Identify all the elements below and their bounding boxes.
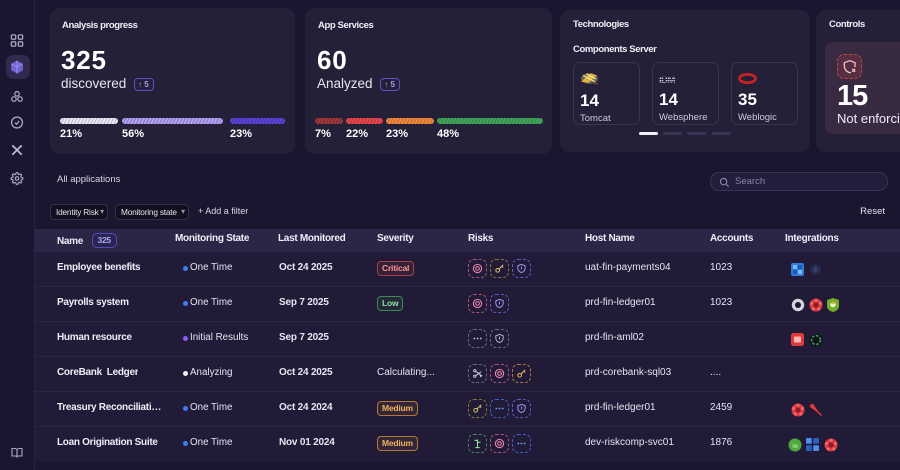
svg-text:IBM: IBM bbox=[659, 75, 676, 84]
svg-text:su: su bbox=[792, 444, 798, 450]
